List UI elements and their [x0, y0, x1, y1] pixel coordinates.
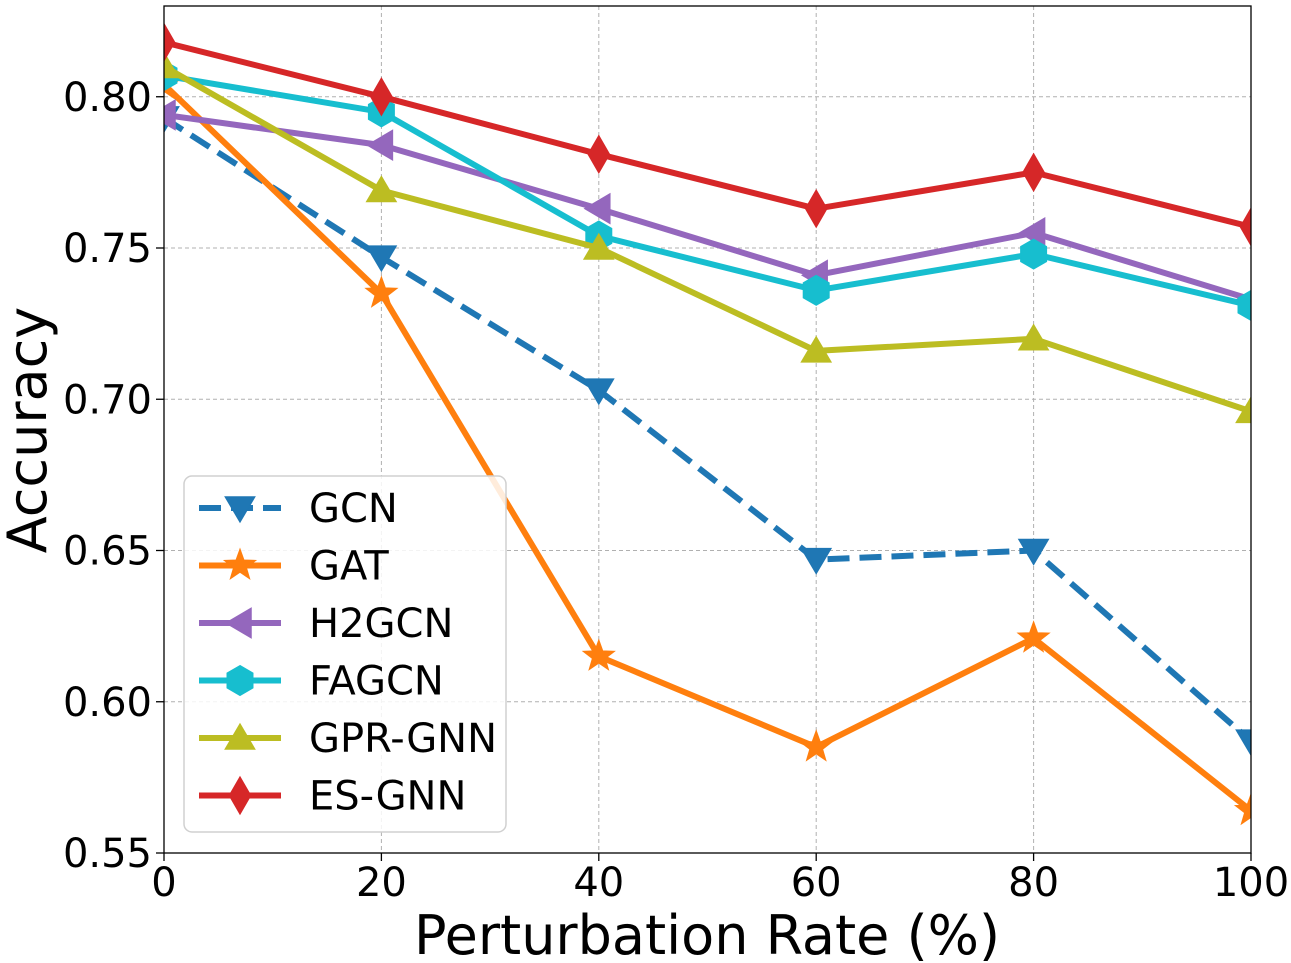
- y-axis-label: Accuracy: [0, 307, 59, 554]
- legend-label: GAT: [309, 544, 389, 590]
- legend-entry-es-gnn: ES-GNN: [199, 774, 466, 820]
- data-point-gat: [799, 729, 834, 762]
- series-line-gat: [164, 82, 1251, 814]
- data-point-fagcn: [1237, 289, 1251, 322]
- legend-entry-gat: GAT: [199, 544, 389, 590]
- data-point-h2gcn: [164, 99, 176, 131]
- x-tick-label: 80: [1008, 860, 1059, 906]
- data-point-es-gnn: [804, 188, 828, 229]
- series-line-fagcn: [164, 72, 1251, 309]
- legend-marker: [224, 722, 256, 750]
- data-point-gpr-gnn: [365, 175, 398, 203]
- data-point-gcn: [800, 547, 833, 575]
- x-tick-label: 60: [791, 860, 842, 906]
- legend-label: GPR-GNN: [309, 716, 497, 762]
- x-tick-label: 0: [151, 860, 176, 906]
- series-gpr-gnn: [164, 51, 1251, 424]
- plot-frame: [163, 5, 1252, 854]
- data-point-h2gcn: [583, 192, 611, 225]
- data-point-gpr-gnn: [800, 335, 833, 363]
- data-point-h2gcn: [366, 129, 394, 162]
- y-tick-label: 0.65: [63, 529, 152, 575]
- data-point-gcn: [1235, 729, 1251, 757]
- legend-marker: [222, 547, 258, 581]
- data-point-gpr-gnn: [1017, 323, 1050, 351]
- legend-marker: [224, 607, 252, 639]
- y-tick-label: 0.55: [63, 831, 152, 877]
- series-h2gcn: [164, 99, 1251, 309]
- legend-entry-h2gcn: H2GCN: [199, 601, 453, 647]
- data-point-gcn: [1017, 538, 1050, 566]
- legend-marker: [228, 775, 252, 816]
- legend-entry-gpr-gnn: GPR-GNN: [199, 716, 497, 762]
- series-line-gpr-gnn: [164, 63, 1251, 415]
- y-tick-label: 0.60: [63, 680, 152, 726]
- legend-marker: [226, 664, 254, 697]
- legend-label: GCN: [309, 486, 398, 532]
- axis-ticks: 0 20 40 60 80 100 0.55 0.60 0.65 0.70 0.75 0.80: [63, 75, 1289, 906]
- x-tick-label: 20: [356, 860, 407, 906]
- legend-label: FAGCN: [309, 659, 444, 705]
- data-point-fagcn: [1020, 238, 1048, 270]
- legend-label: H2GCN: [309, 601, 453, 647]
- data-point-gpr-gnn: [1235, 396, 1251, 424]
- data-point-es-gnn: [370, 76, 393, 117]
- x-tick-label: 100: [1213, 860, 1289, 906]
- data-point-gat: [1233, 792, 1251, 826]
- legend-entry-gcn: GCN: [199, 486, 398, 532]
- series-line-gcn: [164, 115, 1251, 744]
- y-tick-label: 0.70: [63, 377, 152, 423]
- data-point-gcn: [365, 245, 398, 273]
- data-point-es-gnn: [1239, 207, 1251, 247]
- series-gat: [164, 66, 1251, 826]
- y-tick-label: 0.80: [63, 75, 152, 121]
- legend-label: ES-GNN: [309, 774, 466, 820]
- legend-entry-fagcn: FAGCN: [199, 659, 444, 705]
- y-tick-label: 0.75: [63, 226, 152, 272]
- data-point-gat: [364, 275, 399, 308]
- series-es-gnn: [164, 22, 1251, 247]
- data-point-es-gnn: [164, 22, 176, 63]
- series-area: [164, 22, 1251, 826]
- data-point-gpr-gnn: [164, 51, 180, 79]
- data-point-gat: [581, 638, 616, 671]
- series-line-es-gnn: [164, 39, 1251, 230]
- x-axis-label: Perturbation Rate (%): [414, 904, 1000, 963]
- data-point-es-gnn: [1022, 152, 1045, 193]
- data-point-gpr-gnn: [582, 232, 615, 260]
- x-tick-label: 40: [573, 860, 624, 906]
- legend-marker: [224, 496, 256, 524]
- data-point-es-gnn: [587, 134, 611, 174]
- data-point-gat: [1016, 620, 1051, 653]
- data-point-fagcn: [802, 274, 830, 306]
- legend: GCN GAT H2GCN FAGCN GPR-GNN ES-GNN: [183, 475, 507, 833]
- data-point-gcn: [582, 378, 615, 406]
- series-line-h2gcn: [164, 111, 1251, 303]
